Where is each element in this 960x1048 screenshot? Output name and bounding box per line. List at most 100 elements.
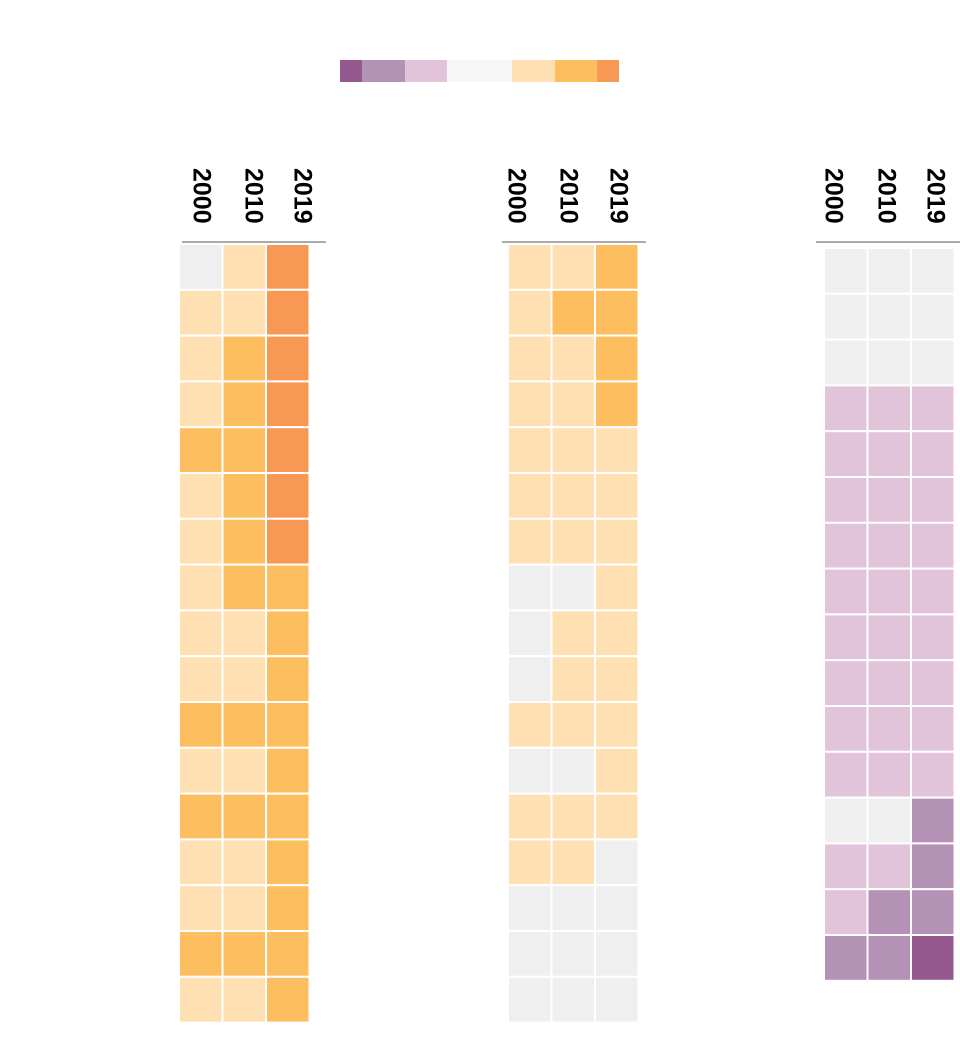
heatmap-cell	[910, 659, 956, 708]
heatmap-cell	[594, 243, 640, 291]
heatmap-cell	[550, 746, 596, 795]
heatmap-cell	[594, 975, 640, 1024]
heatmap-cell	[550, 517, 596, 566]
heatmap-cell	[507, 701, 553, 749]
heatmap-cell	[221, 746, 267, 795]
heatmap-cell	[178, 838, 224, 887]
heatmap-cell	[265, 563, 311, 612]
heatmap-cell	[550, 334, 596, 383]
heatmap-cell	[178, 334, 224, 383]
heatmap-cell	[265, 930, 311, 978]
heatmap-cell	[221, 334, 267, 383]
heatmap-cell	[550, 975, 596, 1024]
heatmap-cell	[910, 750, 956, 799]
legend-swatch-level-2	[555, 60, 597, 82]
heatmap-cell	[594, 609, 640, 658]
heatmap-cell	[594, 288, 640, 337]
heatmap-cell	[823, 750, 869, 799]
heatmap-cell	[594, 334, 640, 383]
heatmap-cell	[910, 613, 956, 662]
column-label-2010: 2010	[872, 168, 900, 224]
heatmap-cell	[594, 838, 640, 887]
heatmap-cell	[866, 384, 912, 433]
color-legend	[340, 60, 619, 82]
heatmap-cell	[910, 888, 956, 937]
heatmap-cell	[910, 476, 956, 524]
heatmap-cell	[594, 655, 640, 704]
heatmap-cell	[823, 613, 869, 662]
heatmap-cell	[507, 517, 553, 566]
heatmap-cell	[265, 975, 311, 1024]
heatmap-panel-1: 2000 2010 2019	[178, 168, 326, 1024]
heatmap-cell	[550, 655, 596, 704]
heatmap-cell	[823, 247, 869, 295]
heatmap-cell	[221, 792, 267, 841]
heatmap-cell	[221, 930, 267, 978]
heatmap-cell	[507, 655, 553, 704]
heatmap-cell	[507, 975, 553, 1024]
heatmap-cell	[550, 563, 596, 612]
heatmap-cell	[823, 430, 869, 479]
heatmap-cell	[221, 655, 267, 704]
heatmap-cell	[265, 655, 311, 704]
heatmap-cell	[823, 659, 869, 708]
heatmap-cell	[507, 288, 553, 337]
heatmap-cell	[265, 792, 311, 841]
heatmap-cell	[221, 701, 267, 749]
heatmap-panels: 2000 2010 2019 2000 2010 2019 2000 2010 2019	[178, 168, 960, 1024]
heatmap-cell	[594, 746, 640, 795]
heatmap-cell	[823, 796, 869, 845]
heatmap-cell	[823, 567, 869, 616]
heatmap-cell	[178, 472, 224, 520]
heatmap-cell	[866, 521, 912, 570]
heatmap-cell	[866, 705, 912, 753]
heatmap-cell	[866, 476, 912, 524]
heatmap-cell	[910, 292, 956, 341]
heatmap-cell	[550, 380, 596, 429]
heatmap-cell	[823, 521, 869, 570]
heatmap-cell	[221, 838, 267, 887]
heatmap-cell	[178, 517, 224, 566]
heatmap-cell	[178, 380, 224, 429]
heatmap-cell	[178, 930, 224, 978]
heatmap-cell	[866, 750, 912, 799]
heatmap-cell	[178, 288, 224, 337]
heatmap-cell	[507, 609, 553, 658]
heatmap-cell	[866, 567, 912, 616]
column-label-2019: 2019	[921, 168, 949, 224]
heatmap-cell	[594, 426, 640, 475]
heatmap-cell	[221, 288, 267, 337]
heatmap-cell	[178, 609, 224, 658]
column-label-2010: 2010	[239, 168, 267, 224]
heatmap-cell	[507, 472, 553, 520]
heatmap-cell	[221, 884, 267, 933]
heatmap-cell	[265, 334, 311, 383]
heatmap-cell	[823, 338, 869, 387]
heatmap-cell	[823, 476, 869, 524]
heatmap-cell	[178, 884, 224, 933]
heatmap-cell	[910, 338, 956, 387]
heatmap-cell	[507, 884, 553, 933]
heatmap-cell	[910, 384, 956, 433]
heatmap-cell	[221, 426, 267, 475]
heatmap-cell	[507, 334, 553, 383]
heatmap-cell	[178, 746, 224, 795]
heatmap-cell	[265, 701, 311, 749]
heatmap-cell	[910, 934, 956, 982]
heatmap-cell	[550, 426, 596, 475]
column-label-2019: 2019	[604, 168, 632, 224]
heatmap-cell	[178, 792, 224, 841]
heatmap-cell	[265, 838, 311, 887]
heatmap-cell	[866, 888, 912, 937]
heatmap-cell	[823, 934, 869, 982]
heatmap-cell	[178, 701, 224, 749]
heatmap-cell	[265, 472, 311, 520]
heatmap-cell	[550, 701, 596, 749]
heatmap-cell	[823, 292, 869, 341]
heatmap-cell	[594, 472, 640, 520]
heatmap-cell	[910, 247, 956, 295]
heatmap-cell	[550, 243, 596, 291]
heatmap-cell	[507, 563, 553, 612]
heatmap-cell	[910, 521, 956, 570]
heatmap-cell	[265, 746, 311, 795]
